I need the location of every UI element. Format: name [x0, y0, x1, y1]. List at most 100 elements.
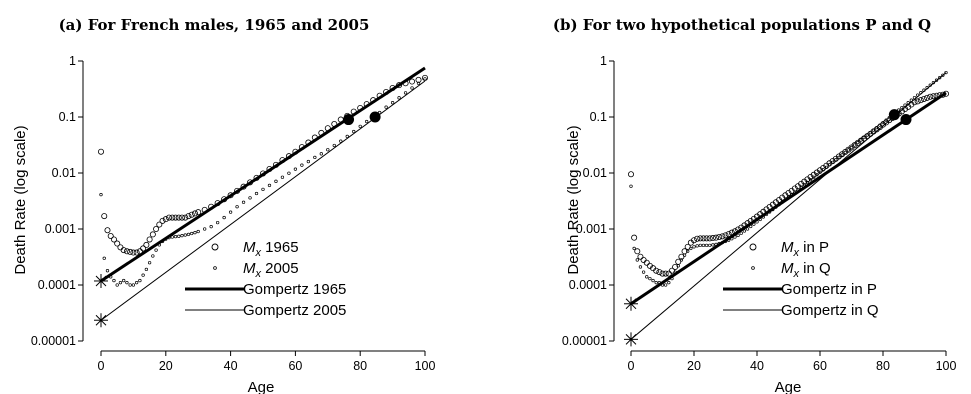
panel-a-series-open-circle-small-point — [358, 124, 362, 129]
panel-a-series-open-circle-small-point — [151, 254, 155, 258]
panel-b-series-open-circle-large-point — [640, 256, 647, 263]
panel-a-series-open-circle-large-point — [415, 76, 422, 83]
panel-b-series-open-circle-small-point — [711, 243, 715, 247]
panel-b-legend-item: Gompertz in P — [723, 281, 877, 298]
panel-b-series-open-circle-large-point — [920, 95, 927, 102]
legend-open-circle-large — [211, 243, 219, 251]
panel-a-series-open-circle-large-point — [195, 209, 202, 216]
legend-text: in P — [799, 239, 829, 256]
panel-a-series-open-circle-small-point — [332, 143, 336, 148]
panel-b-series-open-circle-small-point — [812, 175, 816, 179]
panel-a-series-open-circle-small-point — [112, 278, 116, 283]
panel-a-series-open-circle-large-point — [153, 225, 160, 232]
panel-a-series-open-circle-small-point — [209, 225, 213, 229]
panel-a-series-open-circle-small-point — [345, 134, 349, 139]
panel-b-series-open-circle-large-point — [716, 233, 723, 240]
panel-a-series-open-circle-small-point — [339, 139, 343, 143]
panel-b-series-open-circle-small-point — [641, 270, 646, 274]
panel-b-series-open-circle-large-point — [924, 94, 931, 101]
panel-a-legend-label: Mx 2005 — [243, 260, 299, 280]
panel-b-series-open-circle-large-point — [706, 235, 713, 242]
panel-a-x-tick-label: 20 — [159, 359, 173, 373]
panel-a-series-open-circle-large-point — [178, 214, 185, 221]
panel-a-x-tick-label: 100 — [415, 359, 436, 373]
panel-b-legend-label: Gompertz in P — [781, 281, 877, 298]
panel-b-legend-label: Mx in P — [781, 239, 829, 259]
panel-b-series-open-circle-small-point — [635, 258, 639, 262]
panel-a-x-tick-label: 0 — [98, 359, 105, 373]
legend-text: in Q — [799, 260, 831, 277]
panel-a-asterisk-marker — [94, 313, 108, 328]
panel-b-series-open-circle-small-point — [629, 184, 633, 188]
panel-b-series-open-circle-small-point — [824, 165, 828, 170]
legend-subscript: x — [255, 247, 262, 259]
legend-subscript: x — [793, 247, 800, 259]
panel-a-plot: 0.00001 0.0001 0.001 0.01 0.1 1 0 20 40 60 80 100 Mx… — [31, 54, 436, 373]
panel-b-series-open-circle-small-point — [645, 275, 649, 279]
panel-b-series-open-circle-small-point — [830, 160, 835, 164]
panel-a-series-open-circle-small-point — [196, 229, 200, 234]
panel-a-series-open-circle-large-point — [159, 217, 166, 224]
panel-a-series-open-circle-small-point — [326, 148, 330, 152]
panel-b-series-open-circle-small-point — [862, 135, 866, 140]
panel-a-y-tick-label: 0.001 — [45, 222, 76, 236]
panel-a-series-open-circle-small-point — [235, 205, 239, 209]
panel-a-series-open-circle-small-point — [222, 215, 226, 220]
panel-a-series-open-circle-large-point — [104, 227, 111, 234]
panel-b-series-open-circle-small-point — [802, 182, 806, 187]
panel-a-asterisk-marker — [94, 273, 108, 288]
panel-b-series-open-circle-large-point — [719, 233, 726, 240]
panel-b-series-open-circle-small-point — [701, 243, 706, 248]
panel-b-series-open-circle-small-point — [632, 246, 636, 251]
panel-b-series-open-circle-large-point — [886, 117, 893, 124]
panel-a-series-open-circle-small-point — [177, 234, 181, 238]
panel-a-series-open-circle-small-point — [122, 278, 126, 283]
panel-b-series-open-circle-large-point — [662, 270, 669, 277]
panel-b-series-open-circle-small-point — [821, 168, 825, 172]
panel-b-series-open-circle-small-point — [708, 243, 712, 248]
panel-b-series-open-circle-large-point — [703, 235, 710, 242]
panel-b-asterisk-marker — [624, 332, 638, 347]
panel-a-series-open-circle-small-point — [416, 81, 421, 85]
panel-b-series-open-circle-small-point — [638, 265, 643, 269]
panel-a-legend-label: Gompertz 1965 — [243, 281, 346, 298]
panel-b-series-open-circle-small-point — [808, 178, 813, 182]
panel-a-series-open-circle-small-point — [410, 86, 414, 90]
panel-a-series-open-circle-small-point — [154, 248, 158, 252]
panel-b-series-open-circle-small-point — [736, 233, 740, 238]
panel-a-series-open-circle-small-point — [102, 256, 106, 260]
panel-b-y-axis-label: Death Rate (log scale) — [565, 125, 582, 274]
panel-b-series-open-circle-small-point — [651, 278, 655, 283]
panel-b-y-tick-label: 0.001 — [576, 222, 607, 236]
panel-a-series-open-circle-large-point — [117, 244, 124, 251]
panel-a-series-open-circle-large-point — [188, 211, 195, 218]
asterisk-stroke — [625, 298, 637, 310]
panel-a-series-open-circle-small-point — [215, 220, 220, 225]
panel-b-series-open-circle-small-point — [695, 244, 699, 248]
legend-symbol: M — [243, 239, 256, 256]
panel-b-series-open-circle-small-point — [689, 246, 693, 251]
panel-a-series-open-circle-small-point — [118, 281, 123, 285]
panel-b-series-open-circle-large-point — [631, 234, 638, 241]
panel-a-series-open-circle-small-point — [261, 187, 265, 192]
panel-a-y-tick-label: 0.00001 — [31, 334, 76, 348]
panel-a-series-open-circle-small-point — [287, 171, 291, 175]
panel-b-series-open-circle-large-point — [709, 235, 716, 242]
panel-a-series-open-circle-small-point — [186, 232, 191, 237]
panel-a-series-open-circle-small-point — [274, 179, 278, 183]
panel-a-series-open-circle-small-point — [254, 191, 259, 196]
panel-a-series-open-circle-small-point — [319, 152, 323, 156]
panel-a-series-open-circle-small-point — [125, 281, 129, 285]
panel-a-x-tick-label: 40 — [224, 359, 238, 373]
panel-a-series-open-circle-small-point — [203, 227, 207, 231]
panel-b-series-open-circle-large-point — [914, 98, 921, 105]
legend-symbol: M — [243, 260, 256, 277]
panel-b-series-open-circle-small-point — [868, 130, 873, 135]
panel-b-series-open-circle-large-point — [659, 270, 666, 277]
panel-a-y-tick-label: 0.1 — [59, 110, 76, 124]
panel-a-legend-label: Mx 1965 — [243, 239, 299, 259]
panel-b-series-open-circle-large-point — [930, 93, 937, 100]
panel-a-series-open-circle-small-point — [423, 77, 427, 81]
